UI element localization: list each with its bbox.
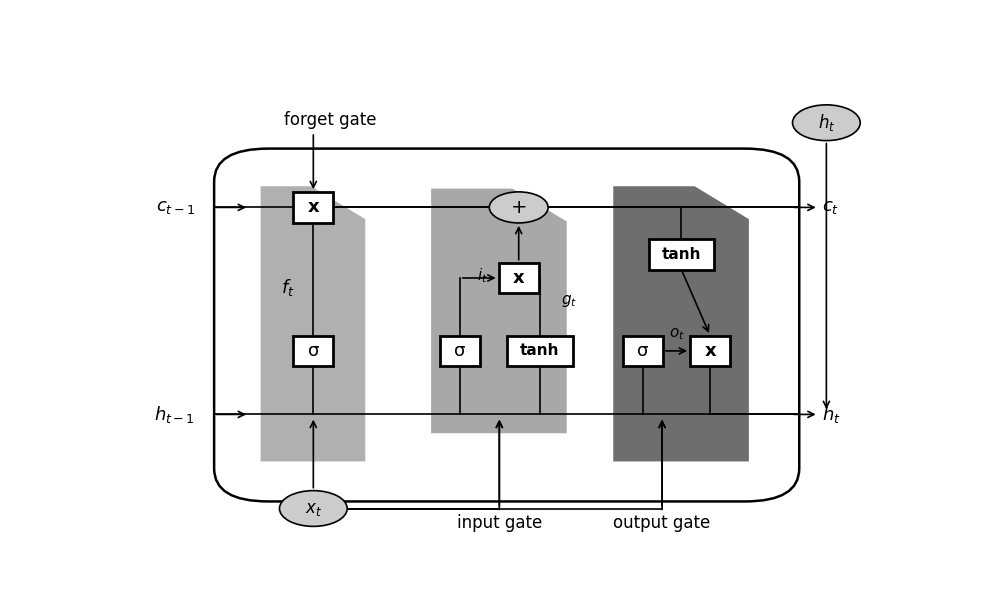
Text: input gate: input gate <box>457 514 542 532</box>
Text: $g_t$: $g_t$ <box>561 293 578 310</box>
FancyBboxPatch shape <box>293 192 333 222</box>
Text: forget gate: forget gate <box>284 111 377 130</box>
Text: x: x <box>704 342 716 360</box>
Ellipse shape <box>279 491 347 527</box>
Text: $x_t$: $x_t$ <box>305 500 322 518</box>
Text: σ: σ <box>637 342 648 360</box>
Text: $h_{t-1}$: $h_{t-1}$ <box>154 404 195 425</box>
Text: $f_t$: $f_t$ <box>281 277 295 298</box>
Polygon shape <box>613 186 749 461</box>
Text: $o_t$: $o_t$ <box>669 327 685 342</box>
Text: $h_t$: $h_t$ <box>818 112 835 133</box>
FancyBboxPatch shape <box>499 263 539 293</box>
Text: $h_t$: $h_t$ <box>822 404 841 425</box>
Text: x: x <box>513 269 525 287</box>
Text: +: + <box>510 198 527 217</box>
Text: $c_t$: $c_t$ <box>822 199 840 216</box>
FancyBboxPatch shape <box>649 239 714 269</box>
Text: $c_{t-1}$: $c_{t-1}$ <box>156 199 195 216</box>
FancyBboxPatch shape <box>690 335 730 366</box>
FancyBboxPatch shape <box>507 335 573 366</box>
FancyBboxPatch shape <box>623 335 663 366</box>
Text: $i_t$: $i_t$ <box>477 266 488 285</box>
Polygon shape <box>261 186 365 461</box>
Text: output gate: output gate <box>613 514 711 532</box>
Text: σ: σ <box>454 342 465 360</box>
Ellipse shape <box>489 192 548 223</box>
Text: tanh: tanh <box>520 343 559 359</box>
FancyBboxPatch shape <box>214 148 799 502</box>
Polygon shape <box>431 189 567 433</box>
Text: x: x <box>308 199 319 216</box>
Ellipse shape <box>793 105 860 141</box>
FancyBboxPatch shape <box>440 335 480 366</box>
Text: σ: σ <box>308 342 319 360</box>
Text: tanh: tanh <box>662 247 701 262</box>
FancyBboxPatch shape <box>293 335 333 366</box>
